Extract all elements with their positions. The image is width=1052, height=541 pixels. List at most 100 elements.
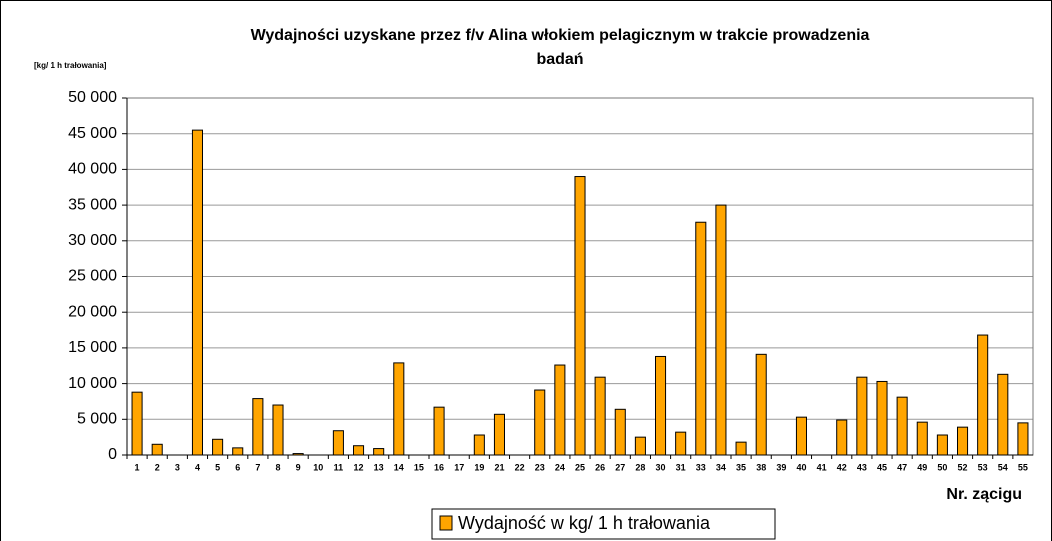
bar bbox=[212, 438, 224, 456]
legend-label: Wydajność w kg/ 1 h trałowania bbox=[458, 513, 711, 533]
x-tick-label: 54 bbox=[998, 462, 1008, 472]
x-tick-label: 50 bbox=[937, 462, 947, 472]
bar bbox=[232, 447, 244, 456]
y-tick-label: 40 000 bbox=[68, 161, 117, 178]
bar bbox=[252, 398, 264, 456]
x-tick-label: 25 bbox=[575, 462, 585, 472]
x-tick-label: 39 bbox=[776, 462, 786, 472]
bar bbox=[493, 413, 505, 456]
x-tick-label: 4 bbox=[195, 462, 200, 472]
x-tick-label: 21 bbox=[494, 462, 504, 472]
legend-box bbox=[431, 508, 776, 540]
chart-title: Wydajności uzyskane przez f/v Alina włok… bbox=[251, 27, 870, 44]
x-tick-label: 30 bbox=[656, 462, 666, 472]
x-tick-label: 15 bbox=[414, 462, 424, 472]
x-tick-label: 5 bbox=[215, 462, 220, 472]
bar bbox=[675, 431, 687, 456]
x-tick-label: 12 bbox=[354, 462, 364, 472]
x-tick-label: 35 bbox=[736, 462, 746, 472]
bar bbox=[695, 221, 707, 456]
x-tick-label: 47 bbox=[897, 462, 907, 472]
y-tick-label: 50 000 bbox=[68, 89, 117, 106]
bar bbox=[1017, 422, 1029, 456]
x-tick-label: 7 bbox=[255, 462, 260, 472]
x-tick-label: 16 bbox=[434, 462, 444, 472]
x-tick-label: 23 bbox=[535, 462, 545, 472]
x-tick-label: 24 bbox=[555, 462, 565, 472]
x-tick-label: 6 bbox=[235, 462, 240, 472]
bar bbox=[876, 380, 888, 456]
x-tick-label: 31 bbox=[676, 462, 686, 472]
x-tick-label: 40 bbox=[796, 462, 806, 472]
x-tick-label: 10 bbox=[313, 462, 323, 472]
x-tick-label: 3 bbox=[175, 462, 180, 472]
bar bbox=[836, 419, 848, 456]
y-tick-label: 20 000 bbox=[68, 303, 117, 320]
bar bbox=[614, 408, 626, 456]
bar bbox=[574, 176, 586, 456]
y-tick-label: 45 000 bbox=[68, 125, 117, 142]
bar bbox=[655, 355, 667, 456]
x-tick-label: 9 bbox=[296, 462, 301, 472]
x-tick-label: 8 bbox=[275, 462, 280, 472]
bar bbox=[353, 445, 365, 456]
y-tick-label: 30 000 bbox=[68, 232, 117, 249]
x-tick-label: 22 bbox=[515, 462, 525, 472]
bar bbox=[473, 434, 485, 456]
bar bbox=[916, 421, 928, 456]
y-tick-label: 35 000 bbox=[68, 196, 117, 213]
x-tick-label: 17 bbox=[454, 462, 464, 472]
x-axis-label: Nr. zącigu bbox=[946, 486, 1022, 503]
x-tick-label: 13 bbox=[374, 462, 384, 472]
x-tick-label: 42 bbox=[837, 462, 847, 472]
x-tick-label: 27 bbox=[615, 462, 625, 472]
x-tick-label: 19 bbox=[474, 462, 484, 472]
bar bbox=[634, 436, 646, 456]
bar bbox=[433, 406, 445, 456]
y-tick-label: 10 000 bbox=[68, 375, 117, 392]
x-tick-label: 28 bbox=[635, 462, 645, 472]
chart-title: badań bbox=[536, 51, 583, 68]
bar bbox=[957, 426, 969, 456]
bar bbox=[373, 448, 385, 456]
y-tick-label: 15 000 bbox=[68, 339, 117, 356]
x-tick-label: 43 bbox=[857, 462, 867, 472]
bar bbox=[977, 334, 989, 456]
bar bbox=[191, 129, 204, 456]
bar bbox=[755, 353, 767, 456]
x-tick-label: 33 bbox=[696, 462, 706, 472]
x-tick-label: 45 bbox=[877, 462, 887, 472]
bar bbox=[594, 376, 606, 456]
x-tick-label: 2 bbox=[155, 462, 160, 472]
y-axis-label: [kg/ 1 h trałowania] bbox=[34, 61, 107, 70]
bar bbox=[997, 373, 1009, 456]
x-tick-label: 14 bbox=[394, 462, 404, 472]
x-tick-label: 41 bbox=[817, 462, 827, 472]
bar bbox=[151, 443, 163, 456]
bar bbox=[735, 441, 747, 456]
bar bbox=[534, 389, 546, 456]
bar bbox=[936, 434, 948, 456]
bar bbox=[856, 376, 868, 456]
bar bbox=[332, 430, 344, 456]
x-tick-label: 38 bbox=[756, 462, 766, 472]
bar bbox=[795, 416, 808, 456]
x-tick-label: 11 bbox=[334, 462, 344, 472]
bar bbox=[554, 364, 566, 456]
x-tick-label: 1 bbox=[135, 462, 140, 472]
bar bbox=[715, 204, 727, 456]
bar bbox=[131, 391, 143, 456]
bar bbox=[272, 404, 284, 456]
bar bbox=[393, 362, 405, 456]
y-tick-label: 0 bbox=[108, 446, 117, 463]
x-tick-label: 34 bbox=[716, 462, 726, 472]
x-tick-label: 55 bbox=[1018, 462, 1028, 472]
y-tick-label: 25 000 bbox=[68, 268, 117, 285]
x-tick-label: 53 bbox=[978, 462, 988, 472]
x-tick-label: 49 bbox=[917, 462, 927, 472]
y-tick-label: 5 000 bbox=[77, 411, 117, 428]
bar bbox=[896, 396, 908, 456]
x-tick-label: 26 bbox=[595, 462, 605, 472]
legend-swatch bbox=[439, 515, 453, 531]
